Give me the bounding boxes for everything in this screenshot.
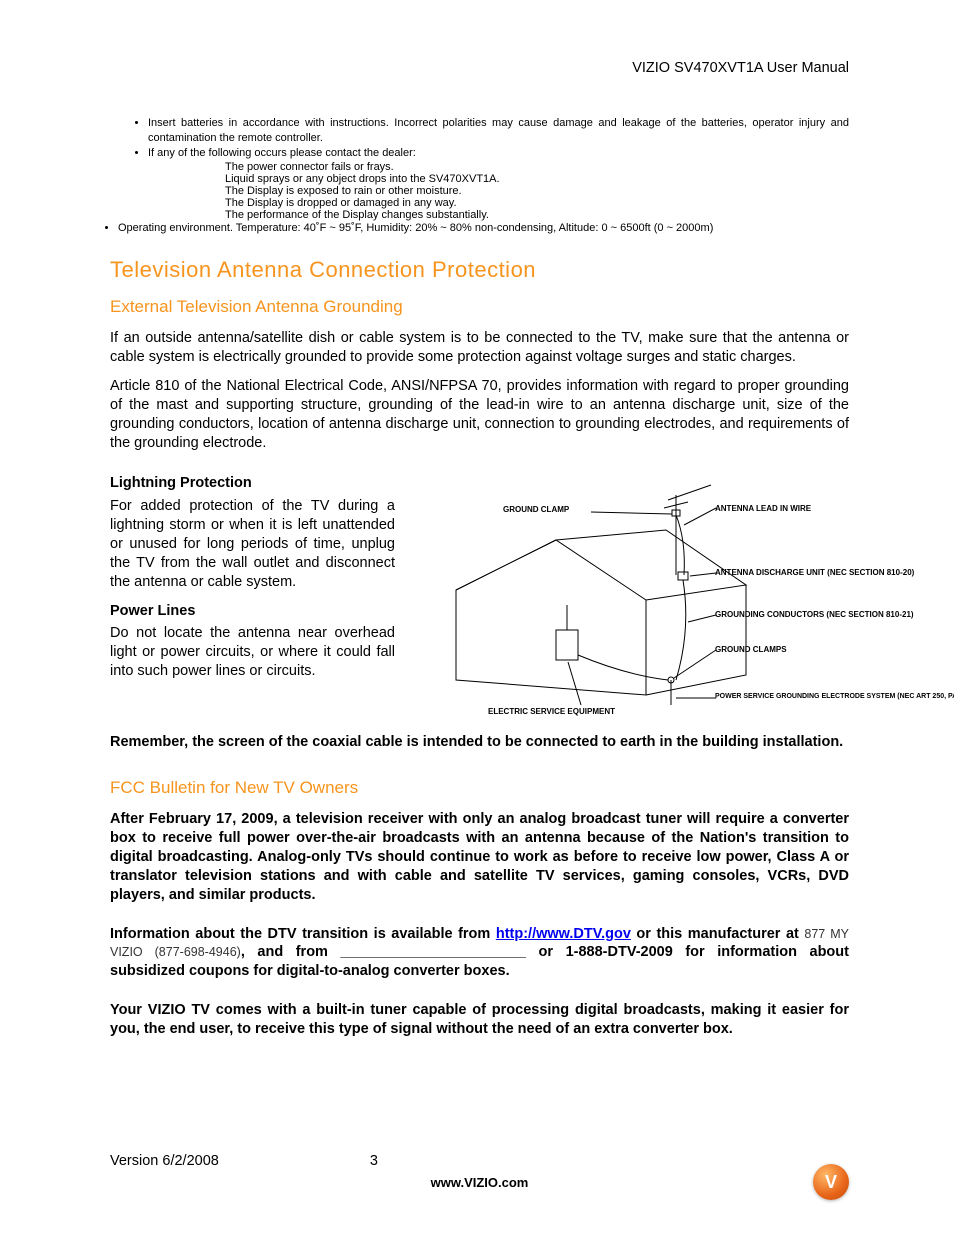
section-subtitle: External Television Antenna Grounding [110,297,849,317]
paragraph: If an outside antenna/satellite dish or … [110,329,849,367]
sub-item: The performance of the Display changes s… [225,209,849,221]
sub-item: The Display is exposed to rain or other … [225,185,849,197]
diagram-label: GROUNDING CONDUCTORS (NEC SECTION 810-21… [715,610,914,619]
page-number: 3 [370,1153,378,1169]
diagram-label: ANTENNA DISCHARGE UNIT (NEC SECTION 810-… [715,568,914,577]
paragraph: Article 810 of the National Electrical C… [110,377,849,452]
paragraph: Information about the DTV transition is … [110,925,849,982]
top-bullet-list: Insert batteries in accordance with inst… [130,116,849,161]
version-text: Version 6/2/2008 [110,1153,219,1169]
diagram-label: GROUND CLAMP [503,505,569,514]
header-product: VIZIO SV470XVT1A User Manual [110,60,849,76]
bullet-item: Operating environment. Temperature: 40˚F… [118,221,849,236]
dtv-link[interactable]: http://www.DTV.gov [496,926,631,942]
paragraph: For added protection of the TV during a … [110,497,395,591]
diagram-label: POWER SERVICE GROUNDING ELECTRODE SYSTEM… [715,693,954,700]
sub-heading: Power Lines [110,602,395,621]
left-column: Lightning Protection For added protectio… [110,474,395,725]
two-column-row: Lightning Protection For added protectio… [110,474,849,725]
section-title: Television Antenna Connection Protection [110,257,849,283]
antenna-grounding-diagram: GROUND CLAMP ANTENNA LEAD IN WIRE ANTENN… [413,480,849,725]
sub-item: Liquid sprays or any object drops into t… [225,173,849,185]
remember-note: Remember, the screen of the coaxial cabl… [110,733,849,752]
diagram-label: ELECTRIC SERVICE EQUIPMENT [488,707,615,716]
text-span: Information about the DTV transition is … [110,926,496,942]
document-page: VIZIO SV470XVT1A User Manual Insert batt… [0,0,954,1089]
sub-item: The power connector fails or frays. [225,161,849,173]
house-diagram-svg [413,480,849,725]
env-bullet-list: Operating environment. Temperature: 40˚F… [100,221,849,236]
sub-list: The power connector fails or frays. Liqu… [225,161,849,221]
diagram-label: ANTENNA LEAD IN WIRE [715,504,811,513]
footer-url: www.VIZIO.com [110,1175,849,1190]
sub-item: The Display is dropped or damaged in any… [225,197,849,209]
fcc-title: FCC Bulletin for New TV Owners [110,778,849,798]
sub-heading: Lightning Protection [110,474,395,493]
bullet-item: Insert batteries in accordance with inst… [148,116,849,146]
page-footer: Version 6/2/2008 3 www.VIZIO.com V [110,1153,849,1190]
paragraph: Your VIZIO TV comes with a built-in tune… [110,1001,849,1039]
text-span: or this manufacturer at [631,926,805,942]
bullet-item: If any of the following occurs please co… [148,146,849,161]
vizio-logo-icon: V [813,1164,849,1200]
diagram-label: GROUND CLAMPS [715,645,787,654]
paragraph: Do not locate the antenna near overhead … [110,624,395,681]
paragraph: After February 17, 2009, a television re… [110,810,849,904]
diagram-column: GROUND CLAMP ANTENNA LEAD IN WIRE ANTENN… [413,474,849,725]
